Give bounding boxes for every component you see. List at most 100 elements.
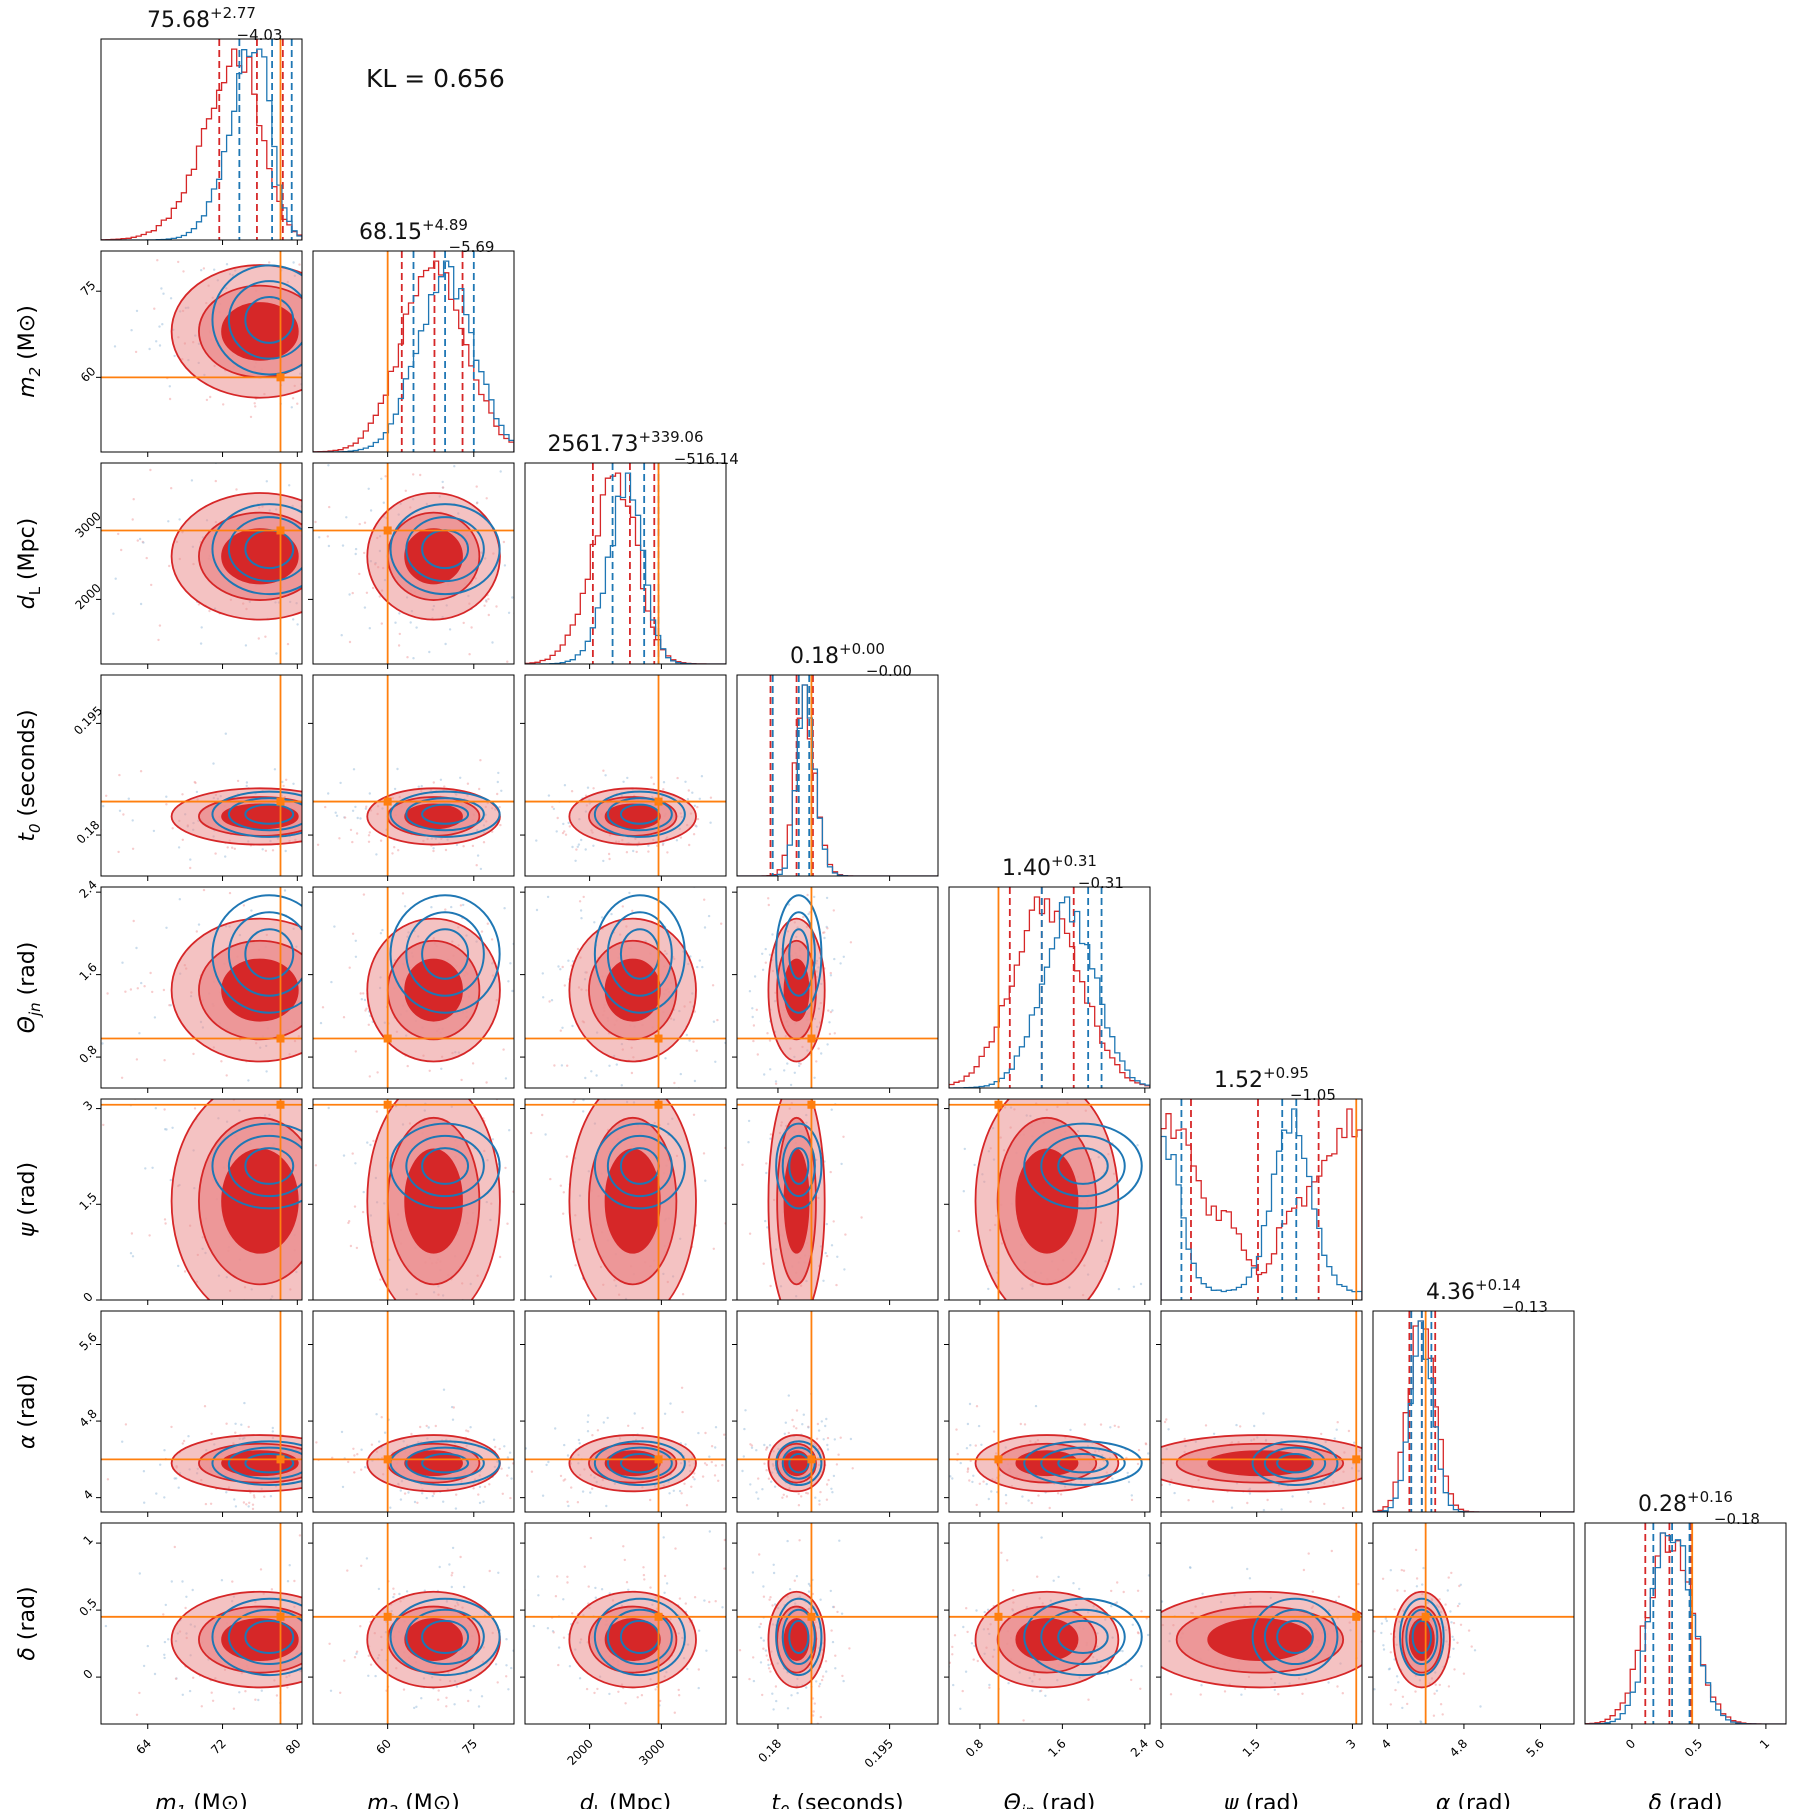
blue-contour-2: [421, 1452, 470, 1474]
red-contour-2: [404, 803, 463, 830]
contour-panel-t0-delta: 0.18 0.195: [732, 1522, 939, 1771]
xtick-label-psi: 1.5: [1240, 1736, 1263, 1759]
panel-frame: [100, 462, 303, 665]
hist-panel-dL: 2561.73+339.06−516.14: [524, 428, 739, 669]
truth-marker: [807, 1455, 816, 1464]
blue-contour-2: [788, 928, 810, 980]
truth-marker: [654, 1455, 663, 1464]
truth-marker: [994, 1612, 1003, 1621]
panel-frame: [100, 38, 303, 241]
xtick-label-thetajn: 0.8: [963, 1736, 986, 1759]
contour-panel-m2-t0: [308, 674, 515, 881]
blue-contour-0: [211, 1122, 302, 1210]
panel-frame: [524, 886, 727, 1089]
ytick-label-alpha: 4.8: [76, 1407, 99, 1430]
blue-contour-1: [1040, 1134, 1126, 1198]
title-sub-dL: −516.14: [674, 450, 739, 468]
blue-contour-1: [781, 1608, 816, 1666]
blue-contour-0: [1251, 1597, 1339, 1677]
blue-contour-2: [1411, 1619, 1433, 1654]
red-contour-2: [221, 1618, 299, 1661]
hist-blue-alpha: [1373, 1320, 1574, 1512]
blue-contour-0: [211, 264, 302, 376]
truth-marker: [1352, 1455, 1361, 1464]
kl-divergence-label: KL = 0.656: [366, 64, 505, 93]
blue-contour-2: [244, 1147, 295, 1185]
panel-frame: [312, 1098, 515, 1301]
truth-marker: [807, 1100, 816, 1109]
blue-contour-1: [405, 1134, 485, 1198]
truth-marker: [276, 1100, 285, 1109]
blue-contour-0: [1023, 1440, 1143, 1487]
panel-frame: [736, 1310, 939, 1513]
hist-blue-t0: [737, 684, 938, 876]
panel-frame: [948, 1522, 1151, 1725]
blue-contour-1: [606, 797, 673, 832]
xtick-label-m2: 75: [459, 1736, 480, 1757]
blue-contour-0: [389, 1597, 501, 1677]
ytick-label-dL: 3000: [72, 509, 103, 540]
hist-blue-m2: [313, 260, 514, 452]
blue-contour-0: [1251, 1440, 1339, 1487]
xtick-label-delta: 0: [1623, 1736, 1638, 1751]
ylabel-delta: δ (rad): [15, 1586, 40, 1660]
blue-contour-0: [389, 1122, 501, 1210]
truth-marker: [654, 1100, 663, 1109]
blue-contour-0: [1023, 1597, 1143, 1677]
panel-frame: [1584, 1522, 1787, 1725]
blue-contour-0: [1398, 1597, 1445, 1677]
ylabel-alpha: α (rad): [15, 1374, 40, 1449]
blue-contour-2: [421, 928, 470, 980]
red-contour-2: [604, 1618, 661, 1661]
xtick-label-psi: 3: [1343, 1736, 1358, 1751]
hist-panel-psi: 1.52+0.95−1.05: [1160, 1064, 1363, 1305]
panel-frame: [1372, 1310, 1575, 1513]
contour-panel-m2-thetajn: [308, 886, 515, 1093]
blue-contour-2: [788, 1147, 810, 1185]
blue-contour-2: [244, 1619, 295, 1654]
hist-panel-m1: 75.68+2.77−4.03: [100, 4, 303, 245]
title-sub-psi: −1.05: [1290, 1086, 1336, 1104]
ytick-label-delta: 0.5: [76, 1596, 99, 1619]
xlabel-thetajn: Θjn (rad): [1004, 1791, 1096, 1809]
panel-frame: [736, 1522, 939, 1725]
truth-marker: [383, 526, 392, 535]
xlabel-psi: ψ (rad): [1224, 1791, 1299, 1809]
contour-panel-thetajn-delta: 0.8 1.6 2.4: [944, 1522, 1151, 1760]
xtick-label-m2: 60: [373, 1736, 394, 1757]
hist-panel-m2: 68.15+4.89−5.69: [312, 216, 515, 457]
blue-contour-0: [593, 1122, 686, 1210]
truth-marker: [276, 373, 285, 382]
panel-frame: [312, 674, 515, 877]
panel-frame: [100, 250, 303, 453]
blue-contour-0: [775, 1440, 823, 1487]
truth-marker: [383, 1034, 392, 1043]
blue-contour-2: [244, 803, 295, 825]
hist-red-alpha: [1373, 1320, 1574, 1512]
ytick-label-t0: 0.18: [74, 818, 103, 847]
blue-contour-1: [405, 797, 485, 832]
xtick-label-dL: 3000: [636, 1736, 667, 1767]
blue-contour-0: [211, 894, 302, 1014]
blue-contour-1: [227, 516, 302, 583]
contour-panel-dL-thetajn: [520, 886, 727, 1093]
ylabel-dL: dL (Mpc): [15, 518, 44, 610]
panel-frame: [948, 1098, 1151, 1301]
red-contour-2: [404, 528, 463, 585]
blue-contour-1: [781, 1134, 816, 1198]
ylabel-t0: t0 (seconds): [15, 709, 44, 841]
contour-panel-m2-psi: [308, 1098, 515, 1305]
blue-contour-2: [1057, 1619, 1109, 1654]
panel-frame: [100, 674, 303, 877]
title-thetajn: 1.40+0.31: [1002, 852, 1097, 881]
ytick-label-alpha: 5.6: [76, 1330, 99, 1353]
contour-panel-t0-alpha: [732, 1310, 939, 1517]
hist-panel-delta: 0.28+0.16−0.18 0 0.5 1: [1584, 1488, 1787, 1760]
blue-contour-1: [227, 280, 302, 360]
blue-contour-0: [593, 790, 686, 838]
blue-contour-1: [606, 911, 673, 997]
blue-contour-1: [1040, 1608, 1126, 1666]
truth-marker: [994, 1455, 1003, 1464]
blue-contour-1: [227, 1134, 302, 1198]
xlabel-delta: δ (rad): [1648, 1791, 1722, 1809]
